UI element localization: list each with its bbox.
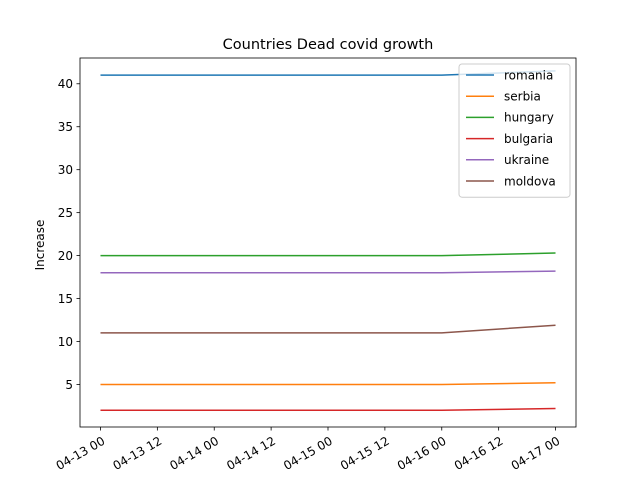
series-line-serbia <box>100 382 556 386</box>
series-line-hungary <box>100 252 556 257</box>
y-tick-label: 5 <box>65 378 73 392</box>
y-tick-label: 40 <box>58 77 73 91</box>
chart-title: Countries Dead covid growth <box>223 37 434 53</box>
series-line-ukraine <box>100 270 556 274</box>
legend-label-bulgaria: bulgaria <box>504 132 553 146</box>
legend-label-hungary: hungary <box>504 111 554 125</box>
y-tick-label: 25 <box>58 206 73 220</box>
y-axis: 5 10 15 20 25 30 35 40 <box>58 77 80 392</box>
y-tick-label: 10 <box>58 335 73 349</box>
legend: romania serbia hungary bulgaria ukraine moldo… <box>458 63 571 198</box>
series-line-bulgaria <box>100 407 556 411</box>
legend-label-ukraine: ukraine <box>504 153 549 167</box>
series-line-moldova <box>100 324 556 334</box>
legend-label-romania: romania <box>504 68 553 82</box>
y-tick-label: 20 <box>58 249 73 263</box>
legend-label-moldova: moldova <box>504 174 556 188</box>
legend-box <box>458 63 571 198</box>
legend-label-serbia: serbia <box>504 90 541 104</box>
y-tick-label: 35 <box>58 120 73 134</box>
y-tick-label: 15 <box>58 292 73 306</box>
y-tick-label: 30 <box>58 163 73 177</box>
y-axis-label: Increase <box>33 220 47 271</box>
